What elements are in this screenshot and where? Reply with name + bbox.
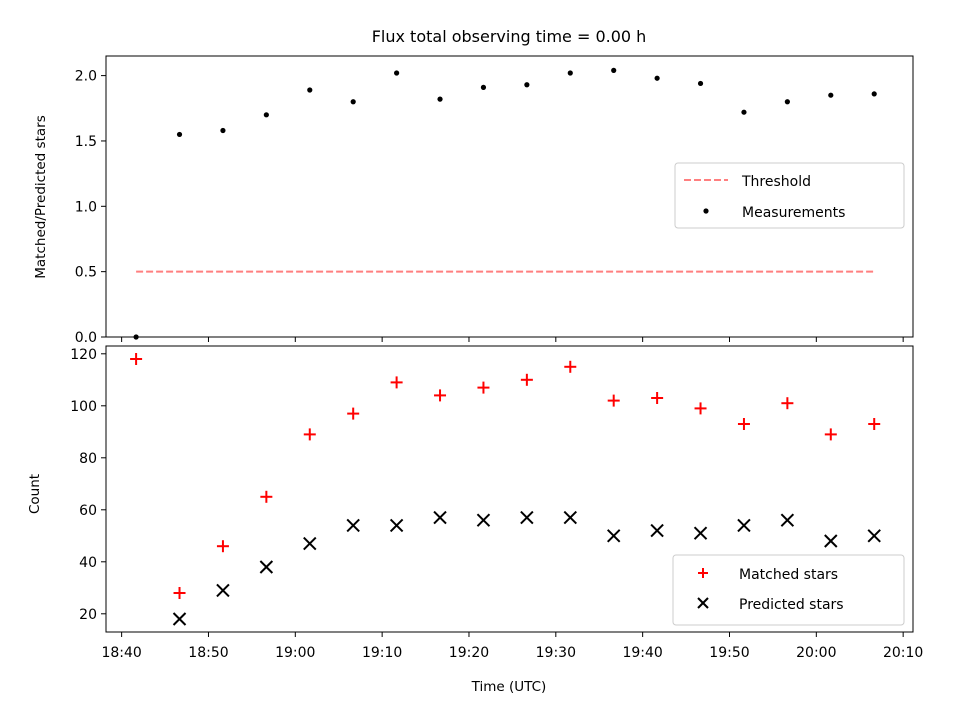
- predicted-point: [346, 518, 360, 533]
- x-tick-label: 20:10: [883, 645, 923, 661]
- predicted-point: [563, 510, 577, 525]
- predicted-point: [606, 529, 621, 543]
- matched-point: [216, 540, 229, 553]
- y-tick-label: 120: [70, 347, 97, 363]
- count-y-axis-label: Count: [27, 474, 43, 514]
- matched-point: [477, 381, 490, 394]
- x-tick-label: 19:50: [709, 645, 749, 661]
- ratio-legend-box: [674, 162, 905, 229]
- measurement-point: [828, 92, 834, 98]
- chart-title: Flux total observing time = 0.00 h: [372, 27, 647, 46]
- matched-point: [694, 402, 707, 415]
- matched-point: [520, 373, 533, 386]
- measurement-point: [524, 82, 530, 88]
- measurement-point: [176, 131, 183, 138]
- threshold-legend-label: Threshold: [741, 174, 811, 190]
- measurement-point: [480, 84, 487, 90]
- matched-point: [868, 418, 881, 430]
- measurement-point: [611, 67, 617, 73]
- predicted-point: [650, 523, 664, 538]
- predicted-point: [520, 510, 534, 525]
- ratio-panel: 0.00.51.01.52.0 Matched/Predicted stars …: [33, 55, 914, 346]
- x-tick-label: 19:30: [536, 645, 576, 661]
- measurement-point: [784, 99, 790, 105]
- ratio-axes-frame: [105, 55, 914, 338]
- predicted-point: [867, 529, 881, 543]
- matched-point: [824, 428, 837, 441]
- count-legend-box: [672, 554, 905, 626]
- count-panel: 20 40 60 80 100 120 18:40 18:50 19:00 19:10 19:20 1…: [27, 345, 923, 695]
- matched-point: [607, 394, 620, 407]
- y-tick-label: 60: [79, 503, 97, 519]
- measurement-point: [741, 109, 747, 115]
- y-tick-label: 0.0: [75, 330, 97, 346]
- y-tick-label: 0.5: [75, 265, 97, 281]
- matched-point: [651, 392, 664, 404]
- measurement-point: [307, 87, 313, 93]
- predicted-point: [476, 513, 491, 527]
- predicted-point: [824, 534, 838, 548]
- predicted-point: [780, 513, 795, 527]
- y-tick-label: 2.0: [75, 69, 97, 85]
- y-tick-label: 1.0: [75, 199, 97, 215]
- predicted-legend-label: Predicted stars: [739, 597, 844, 613]
- x-tick-label: 20:00: [796, 645, 836, 661]
- count-plot-area: 20 40 60 80 100 120 18:40 18:50 19:00 19:10 19:20 1…: [70, 347, 923, 661]
- matched-legend-swatch: [698, 568, 708, 578]
- measurement-point: [654, 75, 660, 81]
- matched-point: [564, 360, 577, 373]
- matched-point: [130, 353, 143, 365]
- x-tick-label: 19:00: [275, 645, 315, 661]
- predicted-point: [737, 518, 751, 533]
- measurement-point: [697, 80, 704, 87]
- measurement-point: [394, 70, 400, 76]
- matched-point: [347, 407, 360, 420]
- matched-point: [390, 376, 403, 389]
- measurement-point: [263, 112, 269, 118]
- matched-point: [781, 397, 794, 410]
- x-axis-label: Time (UTC): [471, 679, 547, 695]
- predicted-point: [216, 583, 230, 598]
- predicted-legend-swatch: [697, 597, 709, 609]
- matched-legend-label: Matched stars: [739, 567, 838, 583]
- count-legend: Matched stars Predicted stars: [672, 554, 905, 626]
- measurement-point: [350, 99, 356, 105]
- measurement-point: [437, 96, 443, 102]
- ratio-y-axis-label: Matched/Predicted stars: [33, 115, 49, 278]
- predicted-point: [693, 526, 708, 540]
- y-tick-label: 40: [79, 555, 97, 571]
- matched-point: [173, 587, 186, 599]
- predicted-point: [433, 510, 447, 525]
- measurements-legend-label: Measurements: [742, 205, 845, 221]
- measurement-point: [871, 91, 877, 97]
- x-tick-label: 19:10: [362, 645, 402, 661]
- matched-point: [434, 389, 447, 402]
- y-tick-label: 80: [79, 451, 97, 467]
- x-tick-label: 18:50: [188, 645, 228, 661]
- ratio-legend: Threshold Measurements: [674, 162, 905, 229]
- y-tick-label: 1.5: [75, 134, 97, 150]
- measurement-point: [567, 70, 573, 76]
- y-tick-label: 20: [79, 607, 97, 623]
- predicted-point: [303, 536, 317, 551]
- predicted-point: [389, 518, 404, 533]
- ratio-plot-area: 0.0 0.5 1.0 1.5 2.0: [75, 67, 904, 346]
- matched-point: [737, 418, 750, 430]
- measurement-point: [220, 127, 226, 134]
- x-tick-label: 18:40: [101, 645, 141, 661]
- x-tick-label: 19:40: [622, 645, 662, 661]
- y-tick-label: 100: [70, 399, 97, 415]
- predicted-point: [172, 612, 187, 626]
- x-tick-label: 19:20: [449, 645, 489, 661]
- matched-point: [260, 490, 273, 503]
- measurements-legend-swatch: [703, 208, 709, 214]
- count-axes-frame: [105, 345, 914, 633]
- matched-point: [303, 428, 316, 441]
- predicted-point: [259, 560, 274, 574]
